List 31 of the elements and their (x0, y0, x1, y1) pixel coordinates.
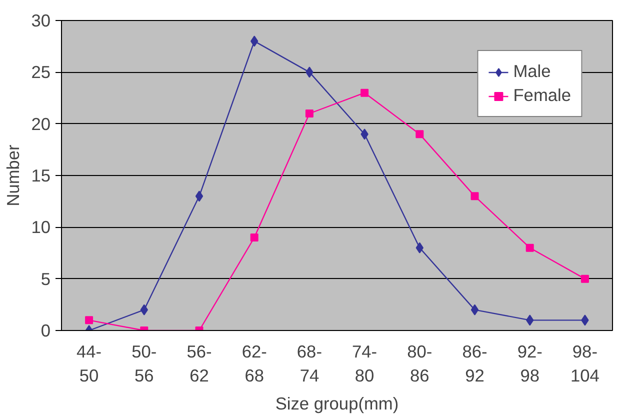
x-tick-label: 98- 104 (570, 342, 600, 386)
y-tick-label: 30 (31, 10, 51, 30)
x-tick-label: 74- 80 (352, 342, 378, 386)
x-tick-label: 44- 50 (76, 342, 102, 386)
y-tick-label: 5 (40, 268, 51, 289)
x-tick-label: 56- 62 (186, 342, 212, 386)
x-tick-label: 50- 56 (132, 342, 157, 386)
x-axis-title: Size group(mm) (275, 394, 399, 414)
y-tick-label: 0 (40, 320, 51, 340)
y-axis-title: Number (3, 144, 24, 206)
y-tick-label: 15 (31, 166, 51, 186)
legend-label: Male (513, 61, 551, 82)
x-tick-label: 92- 98 (517, 342, 542, 386)
x-tick-label: 62- 68 (242, 342, 267, 386)
x-tick-label: 68- 74 (296, 342, 322, 386)
point (305, 110, 314, 118)
point (195, 190, 204, 202)
point (526, 244, 534, 252)
legend-label: Female (513, 85, 571, 106)
point (85, 316, 94, 324)
point (416, 130, 424, 138)
x-tick-label: 86- 92 (462, 342, 488, 386)
y-tick-label: 10 (31, 217, 51, 238)
point (470, 192, 479, 200)
point (470, 304, 479, 316)
point (360, 88, 369, 97)
point (250, 234, 258, 242)
y-tick-label: 25 (31, 62, 51, 82)
point (580, 274, 589, 283)
y-tick-label: 20 (31, 114, 51, 134)
x-tick-label: 80- 86 (407, 342, 432, 386)
